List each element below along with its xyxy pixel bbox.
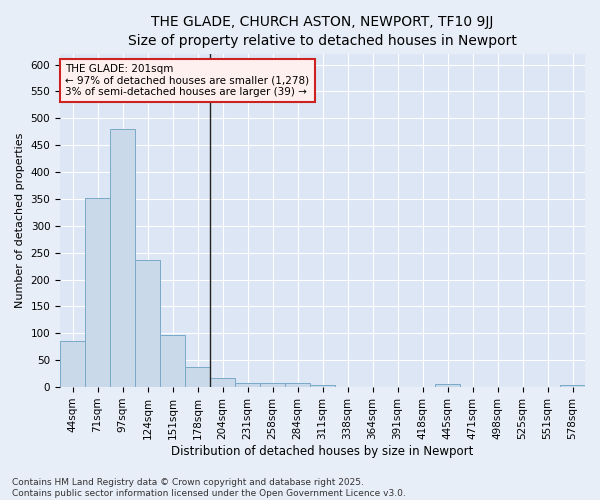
Bar (110, 129, 135, 387)
Bar (135, 260, 160, 387)
Bar (210, 378, 235, 387)
Title: THE GLADE, CHURCH ASTON, NEWPORT, TF10 9JJ
Size of property relative to detached: THE GLADE, CHURCH ASTON, NEWPORT, TF10 9… (128, 15, 517, 48)
X-axis label: Distribution of detached houses by size in Newport: Distribution of detached houses by size … (172, 444, 474, 458)
Bar (235, 384, 260, 387)
Bar (185, 366, 210, 387)
Bar (560, 385, 585, 387)
Bar (435, 384, 460, 387)
Y-axis label: Number of detached properties: Number of detached properties (15, 133, 25, 308)
Bar (285, 384, 310, 387)
Text: Contains HM Land Registry data © Crown copyright and database right 2025.
Contai: Contains HM Land Registry data © Crown c… (12, 478, 406, 498)
Bar (60, 342, 85, 387)
Bar (310, 385, 335, 387)
Text: THE GLADE: 201sqm
← 97% of detached houses are smaller (1,278)
3% of semi-detach: THE GLADE: 201sqm ← 97% of detached hous… (65, 64, 310, 97)
Bar (85, 198, 110, 387)
Bar (260, 383, 285, 387)
Bar (160, 336, 185, 387)
